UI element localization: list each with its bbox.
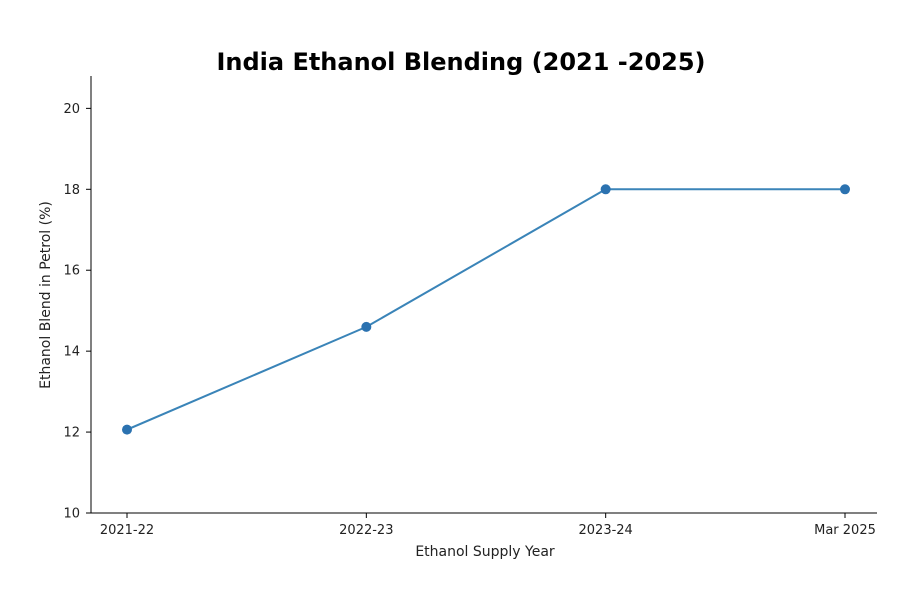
series-group	[122, 184, 850, 435]
y-tick-label: 14	[63, 345, 80, 360]
y-tick-label: 12	[63, 426, 80, 441]
y-tick-label: 16	[63, 264, 80, 279]
y-axis-label: Ethanol Blend in Petrol (%)	[38, 201, 54, 389]
x-tick-label: 2023-24	[579, 523, 633, 538]
y-tick-label: 18	[63, 183, 80, 198]
x-axis-ticks: 2021-22 2022-23 2023-24 Mar 2025	[100, 513, 876, 538]
x-axis-label: Ethanol Supply Year	[415, 544, 555, 560]
x-tick-label: Mar 2025	[814, 523, 876, 538]
x-tick-label: 2021-22	[100, 523, 154, 538]
chart-title: India Ethanol Blending (2021 -2025)	[216, 48, 705, 76]
data-point	[840, 184, 850, 195]
data-point	[122, 424, 132, 435]
x-tick-label: 2022-23	[339, 523, 393, 538]
series-line	[126, 188, 845, 431]
y-axis-ticks: 10 12 14 16 18 20	[63, 102, 91, 522]
data-point	[361, 321, 372, 332]
data-point	[600, 184, 611, 195]
y-tick-label: 10	[63, 507, 80, 522]
y-tick-label: 20	[63, 102, 80, 117]
